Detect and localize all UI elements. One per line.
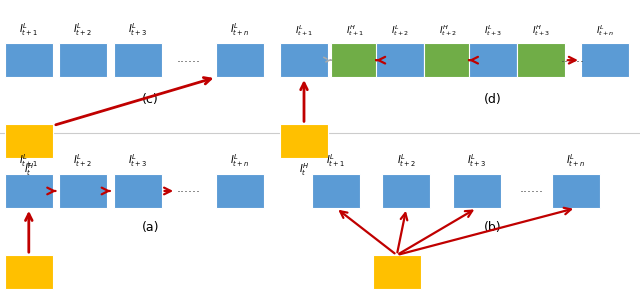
FancyBboxPatch shape	[468, 43, 517, 77]
Text: $I^L_{t+n}$: $I^L_{t+n}$	[230, 152, 250, 169]
FancyBboxPatch shape	[453, 174, 500, 208]
FancyBboxPatch shape	[216, 43, 264, 77]
FancyBboxPatch shape	[332, 43, 380, 77]
Text: $I^H_t$: $I^H_t$	[392, 292, 402, 293]
FancyBboxPatch shape	[424, 43, 472, 77]
Text: $I^L_{t+n}$: $I^L_{t+n}$	[596, 23, 614, 38]
Text: $I^L_{t+3}$: $I^L_{t+3}$	[467, 152, 486, 169]
Text: $I^L_{t+2}$: $I^L_{t+2}$	[391, 23, 409, 38]
FancyBboxPatch shape	[581, 43, 628, 77]
Text: (d): (d)	[484, 93, 502, 106]
Text: $I^L_{t+3}$: $I^L_{t+3}$	[128, 152, 147, 169]
Text: $I^L_{t+2}$: $I^L_{t+2}$	[74, 152, 93, 169]
FancyBboxPatch shape	[552, 174, 600, 208]
Text: $I^L_{t+3}$: $I^L_{t+3}$	[484, 23, 502, 38]
Text: $I^L_{t+n}$: $I^L_{t+n}$	[230, 22, 250, 38]
FancyBboxPatch shape	[376, 43, 424, 77]
FancyBboxPatch shape	[60, 174, 107, 208]
FancyBboxPatch shape	[216, 174, 264, 208]
Text: $I^L_{t+1}$: $I^L_{t+1}$	[295, 23, 313, 38]
FancyBboxPatch shape	[114, 174, 161, 208]
FancyBboxPatch shape	[5, 43, 52, 77]
Text: ......: ......	[519, 182, 543, 195]
FancyBboxPatch shape	[372, 255, 421, 289]
FancyBboxPatch shape	[517, 43, 564, 77]
Text: $I^H_t$: $I^H_t$	[24, 292, 34, 293]
FancyBboxPatch shape	[280, 43, 328, 77]
Text: ......: ......	[177, 52, 201, 64]
Text: $I^H_{t+2}$: $I^H_{t+2}$	[439, 23, 457, 38]
Text: $I^L_{t+3}$: $I^L_{t+3}$	[128, 22, 147, 38]
Text: $I^H_t$: $I^H_t$	[24, 161, 34, 178]
FancyBboxPatch shape	[5, 124, 52, 158]
FancyBboxPatch shape	[5, 174, 52, 208]
FancyBboxPatch shape	[60, 43, 107, 77]
Text: ......: ......	[177, 182, 201, 195]
Text: $I^L_{t+1}$: $I^L_{t+1}$	[19, 22, 38, 38]
Text: $I^L_{t+1}$: $I^L_{t+1}$	[19, 152, 38, 169]
FancyBboxPatch shape	[312, 174, 360, 208]
Text: ......: ......	[561, 52, 585, 64]
Text: $I^H_{t+1}$: $I^H_{t+1}$	[346, 23, 364, 38]
FancyBboxPatch shape	[114, 43, 161, 77]
Text: $I^L_{t+n}$: $I^L_{t+n}$	[566, 152, 586, 169]
Text: $I^H_{t+3}$: $I^H_{t+3}$	[532, 23, 550, 38]
Text: $I^L_{t+1}$: $I^L_{t+1}$	[326, 152, 346, 169]
FancyBboxPatch shape	[5, 255, 52, 289]
Text: (a): (a)	[141, 221, 159, 234]
Text: (b): (b)	[484, 221, 502, 234]
Text: (c): (c)	[142, 93, 159, 106]
Text: $I^L_{t+2}$: $I^L_{t+2}$	[397, 152, 416, 169]
FancyBboxPatch shape	[383, 174, 430, 208]
FancyBboxPatch shape	[280, 124, 328, 158]
Text: $I^H_t$: $I^H_t$	[299, 161, 309, 178]
Text: $I^L_{t+2}$: $I^L_{t+2}$	[74, 22, 93, 38]
